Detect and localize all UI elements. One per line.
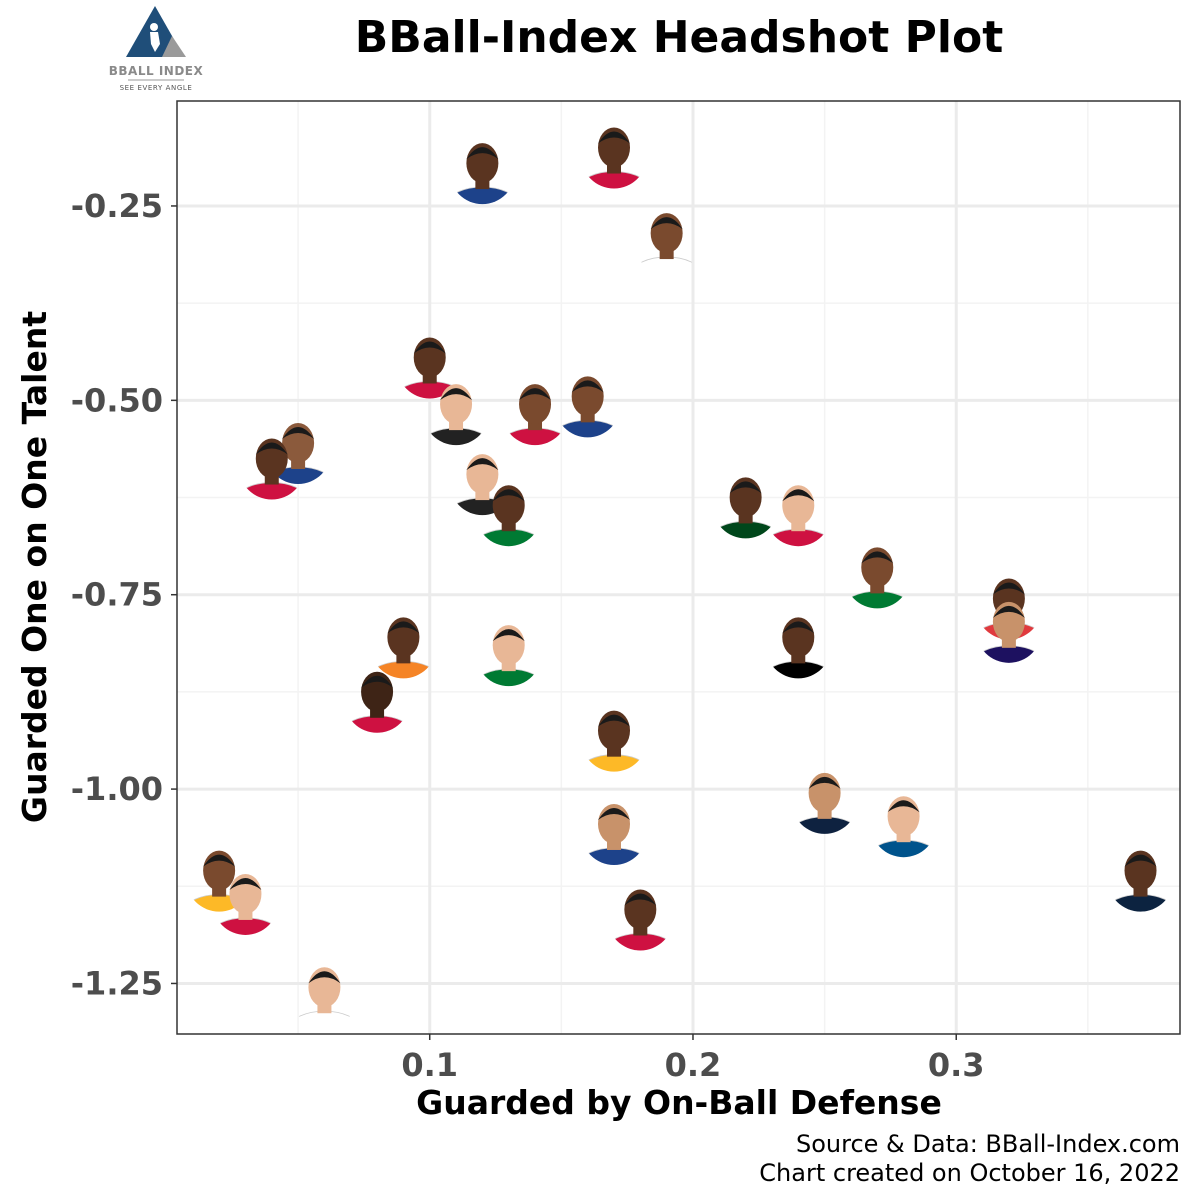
hair-shape (992, 582, 1025, 595)
hair-shape (387, 621, 420, 634)
hair-shape (492, 629, 525, 642)
player-headshot-marker (502, 384, 569, 446)
hair-shape (282, 426, 315, 439)
jersey-shape (238, 482, 305, 500)
hair-shape (650, 217, 683, 230)
plot-panel-border (176, 100, 1181, 1035)
jersey-shape (581, 847, 648, 865)
logo-player-icon (150, 23, 158, 31)
player-headshot-marker (844, 547, 911, 609)
hair-shape (440, 388, 473, 401)
chart-title: BBall-Index Headshot Plot (355, 12, 1003, 63)
jersey-shape (633, 256, 700, 275)
player-headshot-marker (791, 772, 858, 834)
jersey-shape (475, 668, 542, 687)
hair-shape (466, 147, 499, 160)
jersey-shape (554, 419, 621, 438)
player-headshot-marker (765, 617, 832, 679)
hair-shape (992, 605, 1025, 618)
jersey-shape (607, 933, 674, 951)
jersey-shape (765, 660, 832, 679)
hair-shape (519, 388, 552, 401)
player-headshot-marker (265, 422, 332, 484)
logo-tagline: SEE EVERY ANGLE (120, 84, 193, 92)
hair-shape (229, 877, 262, 890)
hair-shape (361, 675, 394, 688)
player-headshot-marker (423, 384, 490, 446)
player-headshot-marker (291, 967, 358, 1029)
jersey-shape (449, 186, 516, 205)
jersey-shape (870, 839, 937, 858)
jersey-shape (712, 521, 779, 539)
jersey-shape (1107, 894, 1174, 912)
player-headshot-marker (581, 710, 648, 772)
hair-shape (861, 551, 894, 564)
player-headshot-marker (607, 889, 674, 951)
player-headshot-marker (238, 438, 305, 500)
player-headshot-marker (712, 477, 779, 539)
bball-index-logo: BBALL INDEX SEE EVERY ANGLE (109, 6, 204, 92)
jersey-shape (765, 528, 832, 547)
player-headshot-marker (1107, 850, 1174, 912)
player-headshot-marker (475, 625, 542, 687)
hair-shape (413, 341, 446, 354)
y-tick-label: -1.25 (71, 964, 163, 1002)
hair-shape (887, 800, 920, 813)
x-tick-label: 0.2 (665, 1046, 722, 1084)
player-headshot-marker (765, 485, 832, 547)
hair-shape (466, 458, 499, 471)
hair-shape (571, 380, 604, 393)
y-tick-label: -1.00 (71, 770, 163, 808)
jersey-shape (975, 645, 1042, 663)
hair-shape (782, 621, 815, 634)
jersey-shape (502, 427, 569, 446)
hair-shape (1124, 854, 1157, 867)
player-headshot-marker (870, 796, 937, 858)
x-tick-label: 0.3 (928, 1046, 985, 1084)
jersey-shape (475, 528, 542, 547)
hair-shape (598, 131, 631, 144)
points-layer (186, 127, 1174, 1029)
hair-shape (624, 893, 657, 906)
jersey-shape (212, 917, 279, 935)
hair-shape (308, 971, 341, 984)
logo-player-body-icon (150, 32, 160, 52)
hair-shape (782, 489, 815, 502)
logo-name: BBALL INDEX (109, 64, 204, 78)
hair-shape (729, 481, 762, 494)
x-axis-title: Guarded by On-Ball Defense (416, 1083, 942, 1122)
caption-date: Chart created on October 16, 2022 (759, 1159, 1180, 1187)
grid-layer (177, 101, 1180, 1034)
y-axis-title: Guarded One on One Talent (15, 311, 54, 823)
y-tick-label: -0.50 (71, 381, 163, 419)
hair-shape (255, 442, 288, 455)
player-headshot-marker (554, 376, 621, 438)
player-headshot-marker (975, 601, 1042, 663)
jersey-shape (844, 590, 911, 609)
player-headshot-marker (344, 671, 411, 733)
jersey-shape (581, 754, 648, 772)
y-tick-label: -0.25 (71, 187, 163, 225)
player-headshot-marker (581, 803, 648, 865)
jersey-shape (344, 715, 411, 733)
jersey-shape (581, 171, 648, 189)
ticks-layer: 0.1 0.2 0.3 -0.25 -0.50 -0.75 -1.00 -1.25 (71, 187, 985, 1084)
y-tick-label: -0.75 (71, 576, 163, 614)
player-headshot-marker (449, 143, 516, 205)
x-tick-label: 0.1 (401, 1046, 458, 1084)
caption-source: Source & Data: BBall-Index.com (796, 1130, 1180, 1158)
player-headshot-marker (370, 617, 437, 679)
logo-triangle-gray (162, 36, 186, 57)
hair-shape (203, 854, 236, 867)
player-headshot-marker (633, 213, 700, 275)
hair-shape (598, 807, 631, 820)
jersey-shape (291, 1010, 358, 1029)
player-headshot-marker (581, 127, 648, 189)
player-headshot-marker (212, 873, 279, 935)
hair-shape (598, 714, 631, 727)
player-headshot-marker (475, 485, 542, 547)
hair-shape (808, 776, 841, 789)
hair-shape (492, 489, 525, 502)
